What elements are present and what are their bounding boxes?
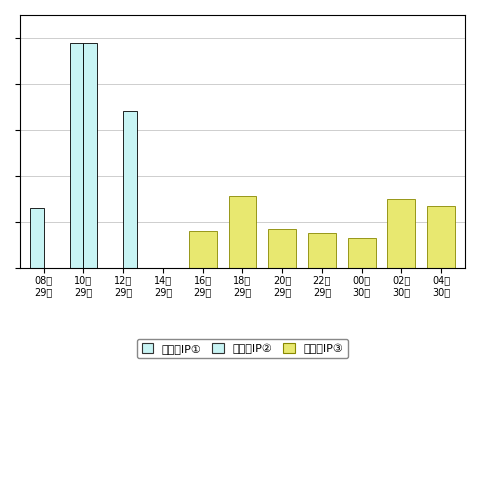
Bar xyxy=(308,233,336,268)
Legend: 発信元IP①, 発信元IP②, 発信元IP③: 発信元IP①, 発信元IP②, 発信元IP③ xyxy=(137,339,348,358)
Bar xyxy=(348,238,375,268)
Bar xyxy=(387,199,415,268)
Bar xyxy=(268,228,296,268)
Bar xyxy=(123,111,137,268)
Bar xyxy=(84,43,97,268)
Bar xyxy=(189,231,216,268)
Bar xyxy=(70,43,84,268)
Bar xyxy=(427,205,455,268)
Bar xyxy=(30,208,44,268)
Bar xyxy=(228,196,256,268)
